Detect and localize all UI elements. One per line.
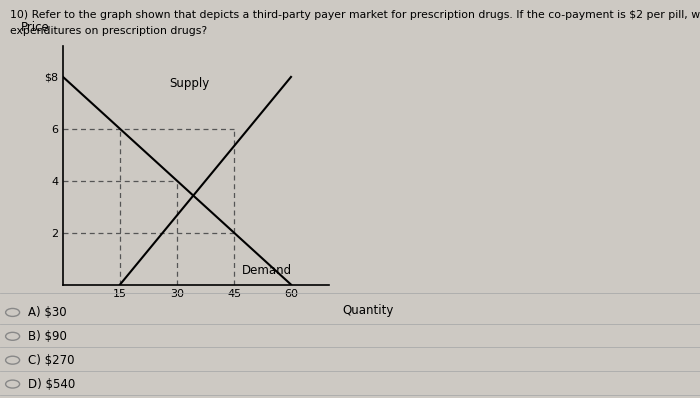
Text: B) $90: B) $90 xyxy=(28,330,67,343)
Text: Supply: Supply xyxy=(169,77,210,90)
Text: expenditures on prescription drugs?: expenditures on prescription drugs? xyxy=(10,26,208,36)
Text: C) $270: C) $270 xyxy=(28,354,74,367)
Text: 10) Refer to the graph shown that depicts a third-party payer market for prescri: 10) Refer to the graph shown that depict… xyxy=(10,10,700,20)
Text: A) $30: A) $30 xyxy=(28,306,66,319)
Text: Price: Price xyxy=(20,21,49,34)
Text: Demand: Demand xyxy=(241,264,292,277)
Text: D) $540: D) $540 xyxy=(28,378,76,390)
Text: Quantity: Quantity xyxy=(342,304,393,317)
